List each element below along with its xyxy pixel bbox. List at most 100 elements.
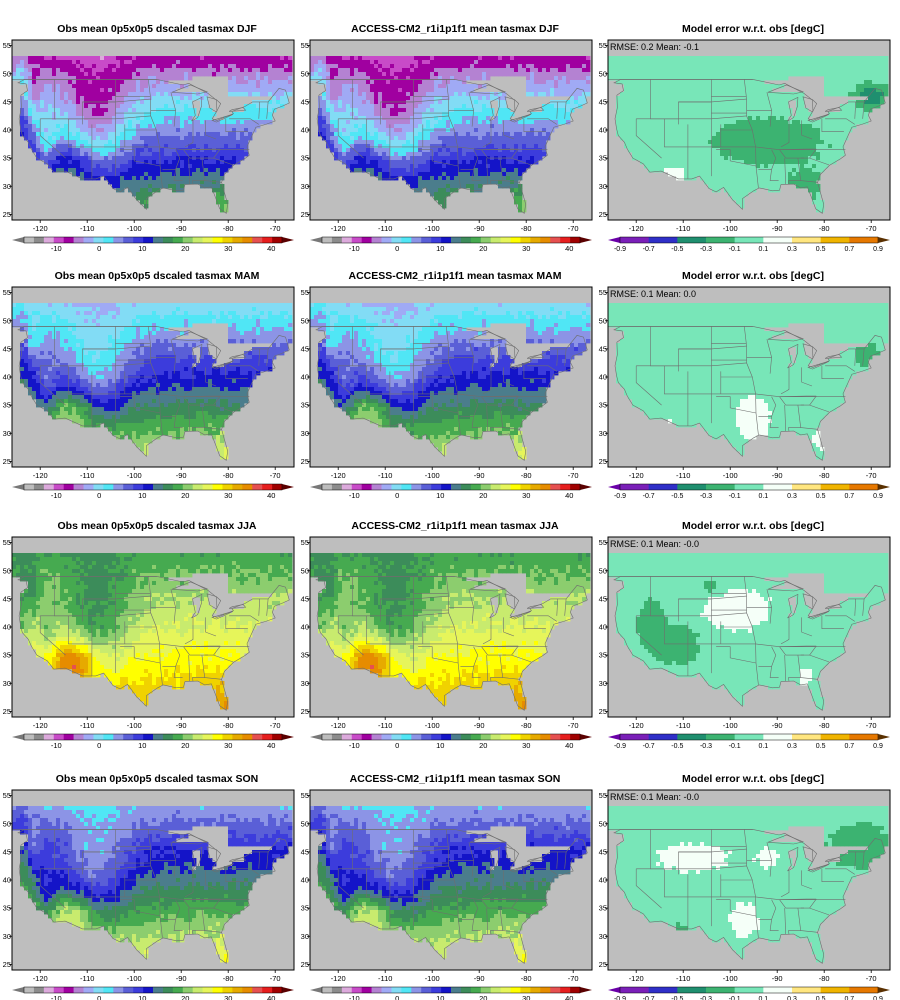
state-border — [523, 118, 546, 132]
lat-tick-label: 45 — [3, 97, 11, 106]
colorbar-tick-label: -0.9 — [614, 743, 626, 750]
colorbar-swatch — [192, 734, 203, 740]
colorbar-tick-label: 10 — [138, 994, 146, 1000]
lat-tick-label: 35 — [599, 154, 607, 163]
colorbar-tick-label: 40 — [565, 741, 573, 750]
state-borders — [12, 326, 290, 461]
colorbar-swatch — [222, 484, 233, 490]
colorbar-over — [580, 237, 592, 243]
lake-outline — [767, 834, 804, 845]
lake-outline — [526, 857, 545, 862]
lon-tick-label: -100 — [425, 224, 440, 233]
panel-title: ACCESS-CM2_r1i1p1f1 mean tasmax MAM — [349, 270, 562, 282]
panel-title: ACCESS-CM2_r1i1p1f1 mean tasmax DJF — [351, 23, 559, 35]
lat-tick-label: 55 — [599, 288, 607, 297]
colorbar-swatch — [620, 237, 649, 243]
state-borders — [608, 326, 886, 461]
lon-tick-label: -100 — [425, 721, 440, 730]
map-data-grid — [12, 553, 293, 710]
colorbar-swatch — [331, 484, 343, 490]
colorbar-swatch — [677, 734, 707, 740]
colorbar-under — [12, 734, 24, 740]
lat-tick-label: 25 — [301, 707, 309, 716]
state-border — [788, 655, 802, 682]
lake-outline — [171, 834, 208, 845]
country-outline — [613, 326, 886, 461]
temperature-colorbar: -10 0 10 20 30 40 — [310, 236, 592, 253]
lon-tick-label: -110 — [80, 721, 94, 730]
state-border — [788, 908, 802, 935]
state-border — [162, 416, 183, 428]
colorbar-tick-label: 30 — [224, 244, 232, 253]
panel-title: Model error w.r.t. obs [degC] — [682, 773, 824, 785]
lake-outline — [211, 611, 234, 620]
colorbar-swatch — [43, 734, 55, 740]
state-border — [678, 598, 712, 622]
lon-tick-label: -120 — [33, 974, 48, 983]
colorbar-tick-label: 40 — [267, 244, 275, 253]
state-border — [183, 645, 221, 647]
colorbar-outline — [619, 236, 879, 244]
state-border — [418, 396, 459, 414]
colorbar-swatch — [93, 734, 104, 740]
colorbar-swatch — [133, 237, 144, 243]
colorbar-swatch — [431, 734, 442, 740]
colorbar-swatch — [500, 987, 511, 993]
state-border — [183, 149, 208, 159]
lake-outline — [504, 846, 520, 863]
state-border — [825, 615, 855, 622]
colorbar-swatch — [570, 237, 581, 243]
colorbar-swatch — [322, 987, 333, 993]
colorbar-tick-label: 20 — [181, 994, 189, 1000]
state-border — [184, 870, 194, 898]
colorbar-swatch — [530, 987, 541, 993]
state-border — [771, 899, 777, 920]
colorbar-swatch — [123, 484, 134, 490]
lat-tick-label: 25 — [599, 960, 607, 969]
state-border — [635, 365, 662, 406]
state-border — [564, 851, 567, 869]
colorbar-outline — [619, 733, 879, 741]
colorbar-swatch — [648, 237, 678, 243]
state-border — [468, 92, 474, 127]
colorbar-swatch — [153, 987, 164, 993]
state-border — [482, 367, 492, 395]
state-border — [716, 899, 757, 917]
state-border — [258, 348, 260, 366]
state-border — [486, 908, 488, 935]
state-border — [188, 158, 190, 185]
colorbar-swatch — [341, 987, 353, 993]
state-border — [779, 646, 804, 656]
colorbar-swatch — [490, 484, 501, 490]
state-border — [473, 899, 479, 920]
lat-tick-label: 30 — [301, 182, 309, 191]
colorbar-swatch — [706, 237, 735, 243]
lake-outline — [802, 96, 818, 113]
lat-tick-label: 45 — [301, 97, 309, 106]
colorbar-outline — [23, 236, 283, 244]
state-borders — [608, 829, 886, 964]
colorbar-swatch — [480, 237, 491, 243]
state-border — [556, 101, 558, 119]
colorbar-swatch — [470, 734, 482, 740]
colorbar-tick-label: -10 — [349, 244, 360, 253]
colorbar-swatch — [550, 237, 561, 243]
lon-tick-label: -100 — [127, 471, 142, 480]
state-border — [266, 598, 269, 616]
state-border — [527, 615, 557, 622]
lake-outline — [824, 604, 843, 609]
lat-tick-label: 45 — [599, 847, 607, 856]
state-border — [204, 180, 222, 183]
state-border — [266, 851, 269, 869]
colorbar-tick-label: -0.9 — [614, 996, 626, 1000]
colorbar-swatch — [272, 237, 283, 243]
state-border — [771, 646, 777, 667]
state-border — [511, 157, 531, 166]
lon-tick-label: -90 — [474, 974, 485, 983]
colorbar-tick-label: 0.1 — [758, 246, 768, 253]
lon-tick-label: -120 — [629, 721, 644, 730]
state-border — [120, 646, 161, 664]
colorbar-tick-label: 10 — [436, 741, 444, 750]
colorbar-over — [580, 987, 592, 993]
state-border — [502, 930, 520, 933]
